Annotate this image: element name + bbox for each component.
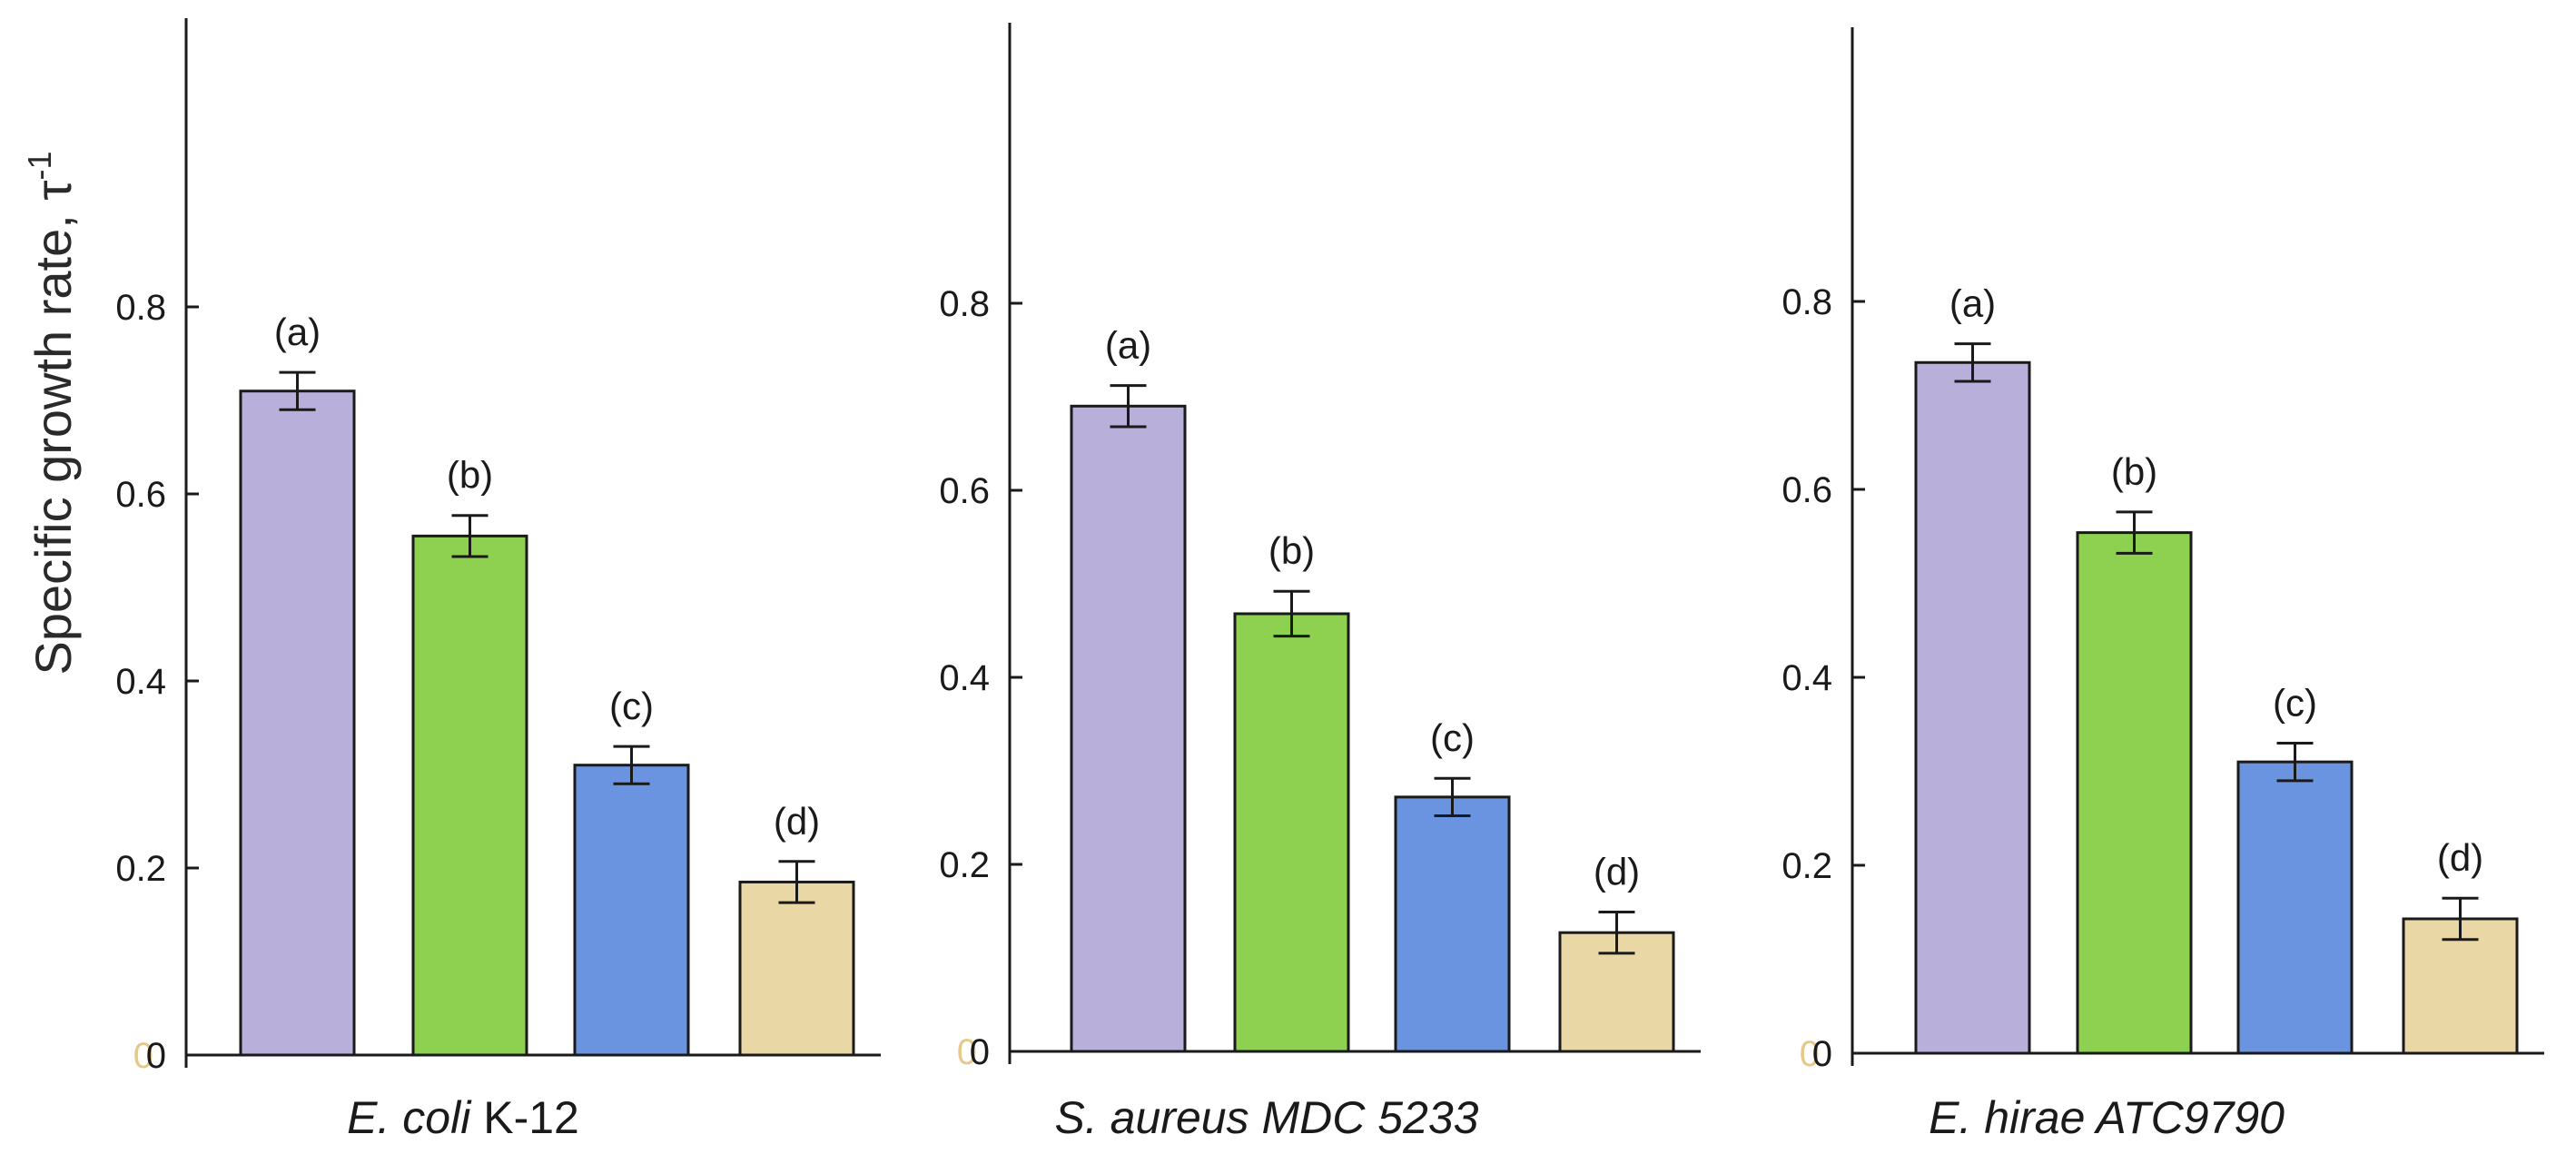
y-tick-label: 0.2 xyxy=(939,845,990,885)
bar-letter-label: (b) xyxy=(447,454,493,497)
bar-1 xyxy=(1914,360,2031,1055)
chart-panel-2: 00 0.2 0.4 0.6 0.8 (a) (b) (c) (d) S. aureus MDC … xyxy=(939,23,1701,1143)
y-tick-label: 0.6 xyxy=(115,475,166,515)
bar-letter-label: (c) xyxy=(609,685,654,727)
y-tick-label: 0 xyxy=(1812,1034,1832,1074)
bar-letter-label: (d) xyxy=(774,800,820,843)
bar-letter-label: (a) xyxy=(274,311,321,353)
x-axis-label: E. coli K-12 xyxy=(347,1092,579,1143)
bar-letter-label: (a) xyxy=(1105,324,1151,367)
bar-letter-label: (a) xyxy=(1949,282,1996,325)
x-axis-label-rest: K-12 xyxy=(470,1092,579,1143)
y-tick-label: 0.8 xyxy=(1781,282,1832,322)
x-axis-label-italic: E. coli xyxy=(347,1092,472,1143)
y-tick-label: 0.6 xyxy=(1781,470,1832,510)
x-axis-label-italic: S. aureus MDC 5233 xyxy=(1055,1092,1479,1143)
y-tick-label: 0 xyxy=(970,1032,990,1072)
bar-letter-label: (c) xyxy=(2273,681,2317,724)
bar-letter-label: (b) xyxy=(1268,529,1315,572)
bar-3 xyxy=(2236,760,2354,1055)
y-tick-zero-ghost: 0 xyxy=(133,1036,153,1076)
chart-panel-3: 00 0.2 0.4 0.6 0.8 (a) (b) (c) (d) E. hirae ATC97… xyxy=(1781,27,2544,1143)
y-tick-label: 0 xyxy=(146,1036,166,1076)
x-axis-label: S. aureus MDC 5233 xyxy=(1055,1092,1479,1143)
y-tick-label: 0.4 xyxy=(1781,658,1832,698)
bar-2 xyxy=(411,534,528,1057)
y-tick-label: 0.4 xyxy=(115,662,166,702)
y-axis-label-text: Specific growth rate, τ xyxy=(25,181,82,676)
y-tick-label: 0.4 xyxy=(939,658,990,698)
bar-letter-label: (b) xyxy=(2111,450,2157,493)
x-axis-label: E. hirae ATC9790 xyxy=(1929,1092,2285,1143)
y-tick-zero-ghost: 0 xyxy=(957,1032,977,1072)
y-tick-label: 0.8 xyxy=(115,288,166,328)
y-tick-label: 0.2 xyxy=(1781,846,1832,886)
bar-letter-label: (d) xyxy=(1594,851,1640,893)
y-tick-label: 0.6 xyxy=(939,471,990,511)
bar-letter-label: (c) xyxy=(1430,716,1475,759)
y-axis-label-superscript: -1 xyxy=(21,151,58,180)
bar-3 xyxy=(573,764,690,1057)
bar-2 xyxy=(2076,531,2193,1055)
bar-4 xyxy=(2402,917,2519,1055)
bar-4 xyxy=(738,880,855,1057)
bar-letter-label: (d) xyxy=(2437,836,2483,879)
y-tick-label: 0.8 xyxy=(939,284,990,324)
bar-2 xyxy=(1233,612,1350,1053)
y-tick-label: 0.2 xyxy=(115,849,166,889)
bar-3 xyxy=(1394,795,1511,1053)
y-axis-label: Specific growth rate, τ-1 xyxy=(21,151,82,675)
bar-1 xyxy=(1070,404,1187,1053)
x-axis-label-italic: E. hirae ATC9790 xyxy=(1929,1092,2285,1143)
y-tick-zero-ghost: 0 xyxy=(1800,1034,1820,1074)
bar-1 xyxy=(239,390,356,1057)
chart-panel-1: 00 0.2 0.4 0.6 0.8 (a) (b) (c) (d) E. coli K-12 Sp… xyxy=(21,18,881,1143)
